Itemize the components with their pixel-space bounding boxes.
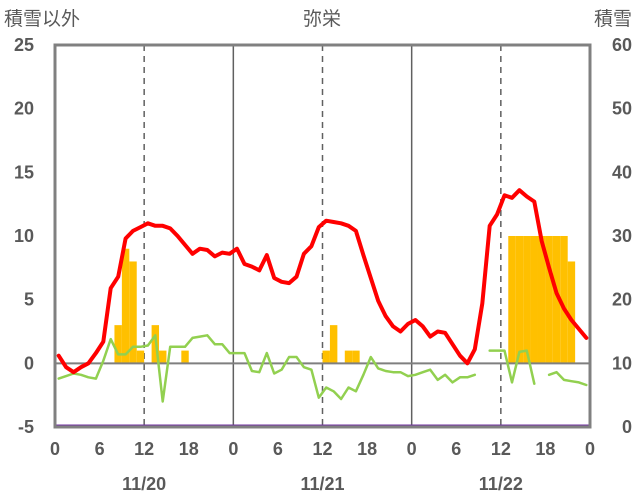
snow-bar	[329, 325, 338, 364]
left-axis-ticks: 25 20 15 10 5 0 -5	[14, 35, 34, 437]
snow-bar	[136, 350, 145, 364]
date-label: 11/21	[300, 474, 344, 494]
x-tick-label: 0	[585, 439, 595, 459]
right-axis-label: 積雪	[594, 8, 632, 30]
left-tick-label: 10	[14, 226, 34, 246]
snow-bar	[545, 236, 553, 364]
plot-frame	[53, 43, 592, 429]
x-tick-label: 18	[357, 439, 377, 459]
left-tick-label: 20	[14, 99, 34, 119]
right-tick-label: 40	[612, 162, 632, 182]
date-label: 11/22	[479, 474, 523, 494]
right-axis-ticks: 60 50 40 30 20 10 0	[612, 35, 632, 437]
date-labels: 11/20 11/21 11/22	[122, 474, 523, 494]
snow-bar	[567, 261, 576, 364]
x-tick-label: 0	[228, 439, 238, 459]
left-tick-label: 25	[14, 35, 34, 55]
x-tick-label: 18	[179, 439, 199, 459]
chart-title: 弥栄	[303, 8, 341, 30]
x-tick-label: 0	[407, 439, 417, 459]
date-label: 11/20	[122, 474, 166, 494]
right-tick-label: 0	[622, 417, 632, 437]
x-axis-ticks: 0 6 12 18 0 6 12 18 0 6 12 18 0	[50, 439, 595, 459]
snow-bar	[352, 350, 360, 364]
data-lines	[56, 188, 589, 403]
grid-lines	[143, 45, 502, 427]
snow-bar	[523, 236, 531, 364]
snow-bar	[114, 325, 122, 364]
snow-bar	[537, 236, 546, 364]
right-tick-label: 30	[612, 226, 632, 246]
right-tick-label: 50	[612, 99, 632, 119]
left-tick-label: 5	[24, 290, 34, 310]
x-tick-label: 18	[535, 439, 555, 459]
snow-bars	[114, 236, 576, 364]
snow-bar	[515, 236, 524, 364]
snow-bar	[530, 236, 538, 364]
snow-bar	[159, 350, 167, 364]
x-tick-label: 6	[451, 439, 461, 459]
snow-bar	[181, 350, 189, 364]
left-tick-label: -5	[18, 417, 34, 437]
snow-bar	[508, 236, 516, 364]
snow-bar	[129, 261, 137, 364]
left-axis-label: 積雪以外	[4, 8, 80, 30]
snow-bar	[344, 350, 353, 364]
x-tick-label: 12	[312, 439, 332, 459]
snow-bar	[560, 236, 568, 364]
x-tick-label: 6	[273, 439, 283, 459]
right-tick-label: 60	[612, 35, 632, 55]
snow-bar	[552, 236, 561, 364]
left-tick-label: 15	[14, 162, 34, 182]
snow-bar	[322, 350, 330, 364]
x-tick-label: 12	[491, 439, 511, 459]
snow-bar	[121, 248, 130, 364]
x-tick-label: 12	[134, 439, 154, 459]
x-tick-label: 0	[50, 439, 60, 459]
right-tick-label: 20	[612, 290, 632, 310]
right-tick-label: 10	[612, 353, 632, 373]
secondary-line	[57, 334, 588, 403]
left-tick-label: 0	[24, 353, 34, 373]
temperature-line	[56, 188, 589, 375]
x-tick-label: 6	[95, 439, 105, 459]
